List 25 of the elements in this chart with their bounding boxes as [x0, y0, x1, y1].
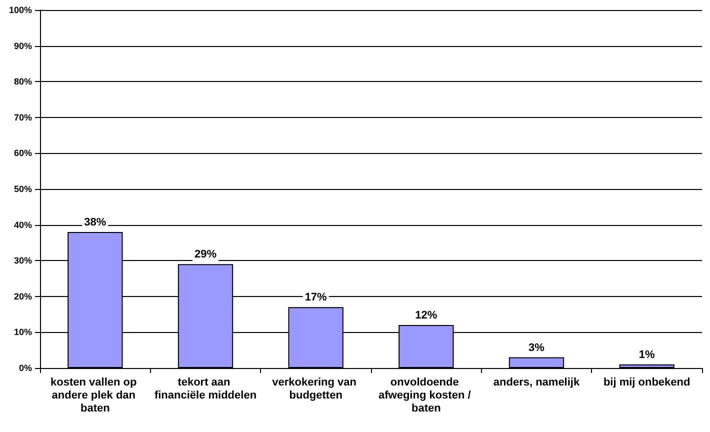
data-label: 1%: [638, 348, 655, 361]
y-tick-label: 50%: [14, 184, 32, 194]
y-tick-label: 60%: [14, 148, 32, 158]
y-tick-label: 100%: [8, 5, 32, 15]
x-tick-label: bij mij onbekend: [603, 376, 690, 388]
x-tick-label: kosten vallen op andere plek dan baten: [50, 376, 140, 414]
y-tick-label: 70%: [14, 112, 32, 122]
data-label: 17%: [304, 292, 328, 304]
bar: [619, 364, 674, 368]
data-label: 12%: [415, 310, 438, 322]
y-tick-label: 20%: [14, 291, 32, 302]
x-tick-label: tekort aan financiële middelen: [154, 376, 257, 402]
bar: [508, 357, 564, 368]
data-label: 3%: [528, 342, 545, 354]
y-tick-label: 30%: [14, 256, 32, 266]
data-label: 29%: [194, 248, 217, 261]
data-label: 38%: [84, 216, 106, 228]
x-tick-label: onvoldoende afweging kosten / baten: [378, 376, 474, 414]
y-tick-label: 0%: [18, 363, 32, 373]
y-tick-label: 40%: [14, 220, 32, 230]
y-tick-label: 80%: [14, 76, 32, 87]
x-tick-label: verkokering van budgetten: [272, 376, 360, 402]
y-tick-label: 90%: [14, 40, 32, 51]
y-tick-label: 10%: [14, 327, 32, 338]
x-tick-label: anders, namelijk: [493, 376, 580, 388]
